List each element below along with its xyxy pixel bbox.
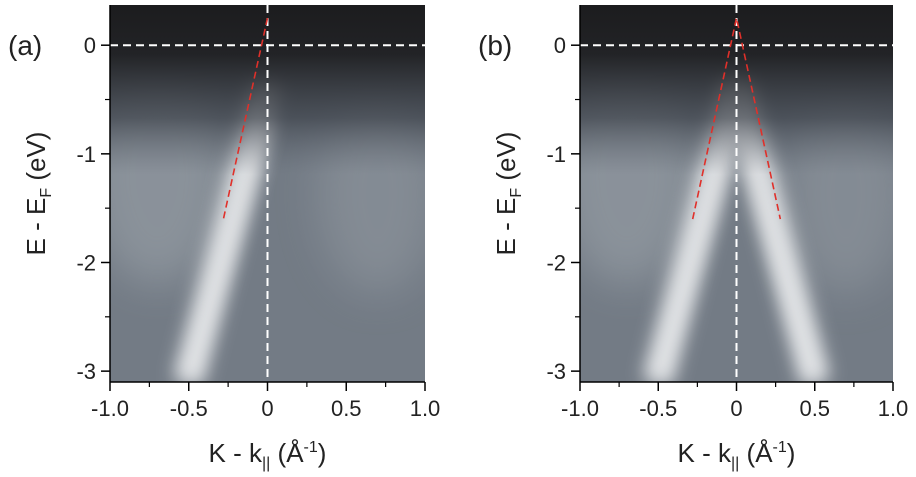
x-axis-label-part: K - k [678, 438, 732, 468]
x-axis-label-part: K - k [209, 438, 263, 468]
y-tick-label: 0 [84, 33, 96, 58]
y-tick-label: -3 [76, 359, 96, 384]
y-tick-label: -2 [76, 250, 96, 275]
panel-label: (a) [8, 30, 42, 61]
x-axis-label-part: ) [787, 438, 796, 468]
panel: -1.0 -0.5 0 0.5 1.00-1-2-3(b)K - k|| (Å-1)E … [478, 5, 908, 472]
y-axis-label-part: F [508, 188, 525, 198]
y-axis-label-part: (eV) [21, 132, 51, 188]
x-axis-label: K - k|| (Å-1) [678, 438, 796, 472]
x-axis-label-part: -1 [773, 439, 787, 456]
x-axis-label-part: ) [318, 438, 327, 468]
y-axis-label-part: (eV) [491, 132, 521, 188]
x-tick-label: 0.5 [799, 396, 830, 421]
y-tick-label: -1 [546, 142, 566, 167]
y-axis-label-part: E - E [491, 198, 521, 256]
y-axis-label-part: E - E [21, 198, 51, 256]
x-tick-label: -0.5 [170, 396, 208, 421]
x-axis-label-part: (Å [739, 438, 773, 468]
x-axis-label-part: -1 [304, 439, 318, 456]
x-axis-label-part: || [262, 455, 270, 472]
panel-label: (b) [478, 30, 512, 61]
y-axis-label-part: F [38, 188, 55, 198]
x-tick-label: 1.0 [878, 396, 909, 421]
x-tick-label: -0.5 [639, 396, 677, 421]
intensity-map [580, 5, 893, 382]
x-tick-label: 1.0 [410, 396, 441, 421]
panel: -1.0 -0.5 0 0.5 1.00-1-2-3(a)K - k|| (Å-1)E … [8, 5, 440, 472]
x-tick-label: 0.5 [331, 396, 362, 421]
x-axis-label-part: (Å [270, 438, 304, 468]
y-tick-label: -1 [76, 142, 96, 167]
x-tick-label: -1.0 [561, 396, 599, 421]
x-axis-label: K - k|| (Å-1) [209, 438, 327, 472]
fit-line [691, 17, 782, 220]
y-axis-label: E - EF (eV) [491, 132, 525, 256]
x-axis-label-part: || [731, 455, 739, 472]
intensity-map [110, 5, 425, 382]
fit-line [222, 17, 269, 220]
x-tick-label: 0 [261, 396, 273, 421]
y-tick-label: -3 [546, 359, 566, 384]
x-tick-label: 0 [730, 396, 742, 421]
y-axis-label: E - EF (eV) [21, 132, 55, 256]
y-tick-label: -2 [546, 250, 566, 275]
x-tick-label: -1.0 [91, 396, 129, 421]
y-tick-label: 0 [554, 33, 566, 58]
